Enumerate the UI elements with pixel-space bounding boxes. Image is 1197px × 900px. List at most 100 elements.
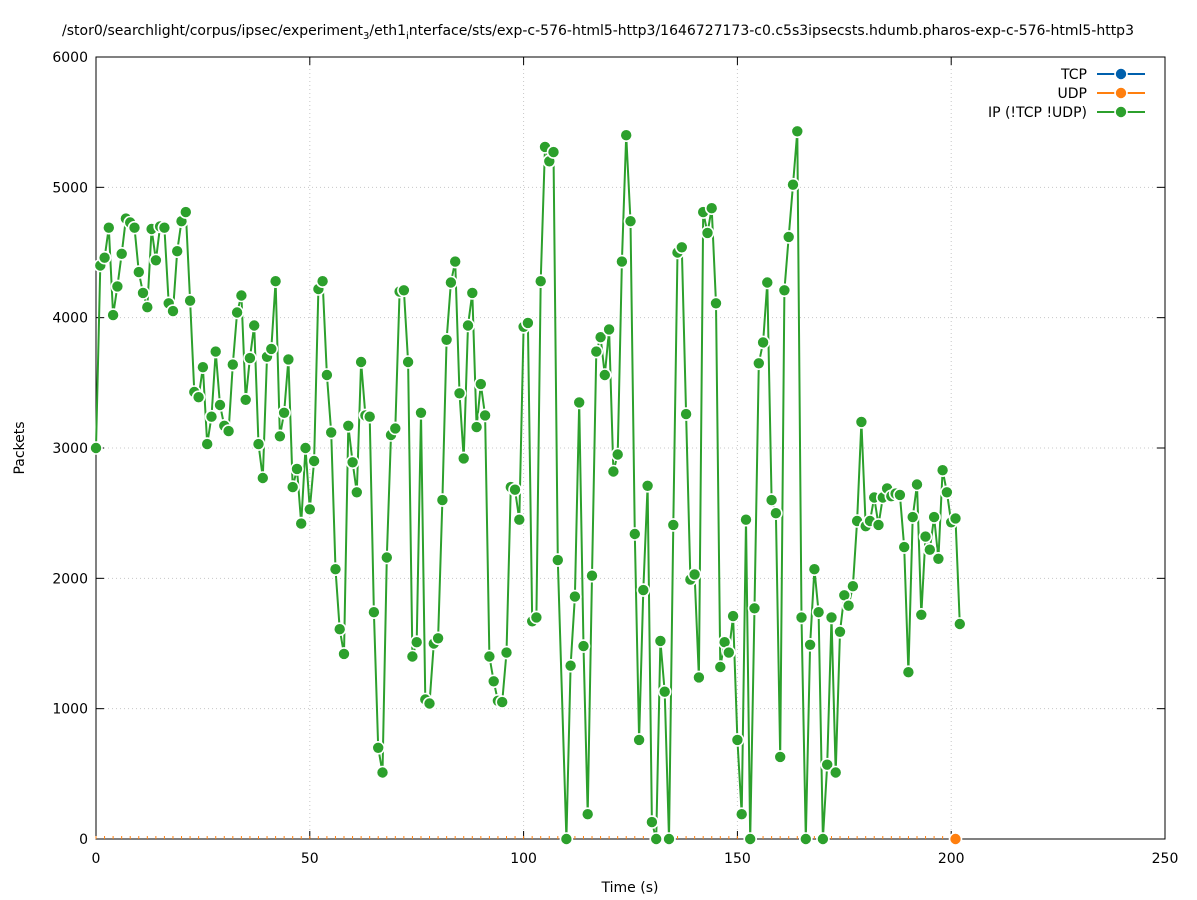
data-point <box>221 424 236 438</box>
y-tick-label: 2000 <box>52 571 88 587</box>
data-point <box>576 639 591 653</box>
data-point <box>213 398 227 412</box>
data-point <box>533 274 548 289</box>
data-point <box>786 177 800 192</box>
data-point <box>157 220 172 235</box>
data-point <box>816 832 830 846</box>
data-point <box>456 451 471 466</box>
data-point <box>709 296 723 311</box>
data-point <box>401 355 415 369</box>
data-point <box>952 617 967 631</box>
data-point <box>751 356 766 371</box>
data-point <box>196 360 210 375</box>
x-axis-label: Time (s) <box>601 880 659 896</box>
data-point <box>409 635 424 650</box>
y-tick-label: 1000 <box>52 702 88 718</box>
data-point <box>841 598 856 613</box>
data-point <box>281 352 296 367</box>
data-point <box>328 562 343 577</box>
data-point <box>666 518 681 532</box>
data-point <box>136 286 150 300</box>
data-point <box>379 550 394 565</box>
data-point <box>803 637 817 652</box>
data-point <box>255 471 270 485</box>
data-point <box>798 832 813 846</box>
data-point <box>521 316 535 330</box>
title-segment: /eth1 <box>369 23 406 39</box>
data-point <box>948 511 963 526</box>
data-point <box>268 274 283 289</box>
data-point <box>127 220 142 235</box>
data-point <box>632 733 646 747</box>
data-point <box>645 815 659 829</box>
data-point <box>414 405 428 420</box>
data-point <box>597 368 612 382</box>
data-point <box>764 493 779 507</box>
data-point <box>777 283 792 298</box>
data-point <box>662 832 676 846</box>
data-point <box>102 220 116 235</box>
data-point <box>362 409 377 424</box>
data-point <box>828 765 843 780</box>
data-point <box>640 478 655 493</box>
data-point <box>439 332 454 347</box>
legend: TCP UDP IP (!TCP !UDP) <box>988 67 1145 121</box>
data-point <box>550 553 565 567</box>
data-point <box>619 128 634 142</box>
data-point <box>833 624 847 639</box>
data-point <box>730 733 745 747</box>
data-point <box>508 482 522 497</box>
data-point <box>734 807 749 822</box>
data-point <box>739 512 753 527</box>
data-point <box>234 288 249 303</box>
y-tick-label: 4000 <box>52 311 88 327</box>
data-point <box>585 568 599 583</box>
data-point <box>589 344 604 359</box>
data-point <box>243 351 257 365</box>
data-point <box>200 437 214 451</box>
data-point <box>264 342 279 356</box>
data-point <box>89 441 103 455</box>
data-point <box>756 335 770 350</box>
data-point <box>790 124 805 139</box>
data-point <box>700 226 715 240</box>
data-point <box>871 518 886 532</box>
data-point <box>807 562 822 577</box>
data-point <box>179 205 193 219</box>
data-point <box>901 665 916 680</box>
data-point <box>568 589 582 604</box>
data-point <box>922 542 937 557</box>
data-point <box>166 304 180 318</box>
data-point <box>794 610 809 625</box>
data-point <box>649 832 664 846</box>
legend-marker <box>1114 67 1128 81</box>
data-point <box>448 254 463 269</box>
data-point <box>132 265 146 279</box>
data-point <box>713 660 728 674</box>
data-point <box>914 607 929 622</box>
data-point <box>397 283 411 298</box>
data-point <box>948 832 963 846</box>
data-point <box>332 622 347 637</box>
data-point <box>824 610 839 625</box>
data-point <box>606 464 621 479</box>
data-point <box>431 631 445 646</box>
title-segment: nterface/sts/exp-c-576-html5-http3/16467… <box>409 23 1134 39</box>
data-point <box>191 390 206 405</box>
x-tick-label: 50 <box>301 851 319 867</box>
data-point <box>247 318 261 333</box>
data-point <box>465 286 480 300</box>
data-point <box>743 832 758 846</box>
data-point <box>251 437 266 451</box>
data-point <box>478 408 492 423</box>
data-point <box>940 485 954 500</box>
data-point <box>931 551 946 566</box>
data-point <box>149 253 163 268</box>
x-tick-label: 0 <box>92 851 101 867</box>
data-point <box>679 407 693 421</box>
data-point <box>140 300 155 315</box>
data-point <box>580 807 595 822</box>
data-point <box>563 658 578 673</box>
series-layer <box>89 124 967 846</box>
